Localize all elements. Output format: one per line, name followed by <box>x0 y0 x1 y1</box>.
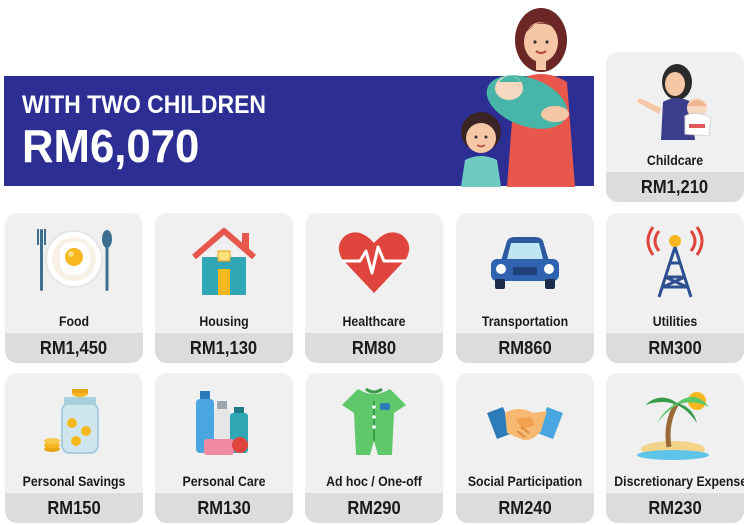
social-participation-label: Social Participation <box>467 473 583 489</box>
utilities-label: Utilities <box>652 313 698 329</box>
toiletries-icon <box>196 391 248 455</box>
housing-value: RM1,130 <box>155 333 293 363</box>
plate-with-egg-icon <box>37 229 112 291</box>
healthcare-value: RM80 <box>305 333 443 363</box>
childcare-card: Childcare RM1,210 <box>606 52 744 202</box>
ad-hoc-card: Ad hoc / One-off RM290 <box>305 373 443 523</box>
ad-hoc-label: Ad hoc / One-off <box>326 473 422 489</box>
childcare-value: RM1,210 <box>606 172 744 202</box>
utilities-value: RM300 <box>606 333 744 363</box>
handshake-icon <box>487 407 563 440</box>
discretionary-expenses-value: RM230 <box>606 493 744 523</box>
personal-savings-label: Personal Savings <box>22 473 126 489</box>
house-icon <box>192 228 256 295</box>
healthcare-card: Healthcare RM80 <box>305 213 443 363</box>
family-illustration-icon <box>461 8 575 187</box>
personal-savings-card: Personal Savings RM150 <box>5 373 143 523</box>
car-icon <box>491 237 559 289</box>
banner-subtitle: WITH TWO CHILDREN <box>22 91 267 119</box>
personal-care-label: Personal Care <box>182 473 266 489</box>
healthcare-label: Healthcare <box>342 313 406 329</box>
discretionary-expenses-label: Discretionary Expenses <box>614 473 744 489</box>
social-participation-value: RM240 <box>456 493 594 523</box>
mother-holding-baby-icon <box>637 64 712 140</box>
banner-total-amount: RM6,070 <box>22 120 200 172</box>
social-participation-card: Social Participation RM240 <box>456 373 594 523</box>
housing-card: Housing RM1,130 <box>155 213 293 363</box>
discretionary-expenses-card: Discretionary Expenses RM230 <box>606 373 744 523</box>
heart-pulse-icon <box>338 232 410 293</box>
food-label: Food <box>58 313 90 329</box>
ad-hoc-value: RM290 <box>305 493 443 523</box>
food-card: Food RM1,450 <box>5 213 143 363</box>
personal-care-value: RM130 <box>155 493 293 523</box>
childcare-label: Childcare <box>646 152 704 168</box>
personal-care-card: Personal Care RM130 <box>155 373 293 523</box>
transportation-label: Transportation <box>481 313 569 329</box>
food-value: RM1,450 <box>5 333 143 363</box>
coin-jar-icon <box>44 389 99 454</box>
antenna-tower-icon <box>646 226 704 298</box>
transportation-card: Transportation RM860 <box>456 213 594 363</box>
baby-romper-icon <box>342 387 406 455</box>
transportation-value: RM860 <box>456 333 594 363</box>
palm-tree-island-icon <box>637 392 709 460</box>
utilities-card: Utilities RM300 <box>606 213 744 363</box>
housing-label: Housing <box>199 313 249 329</box>
personal-savings-value: RM150 <box>5 493 143 523</box>
